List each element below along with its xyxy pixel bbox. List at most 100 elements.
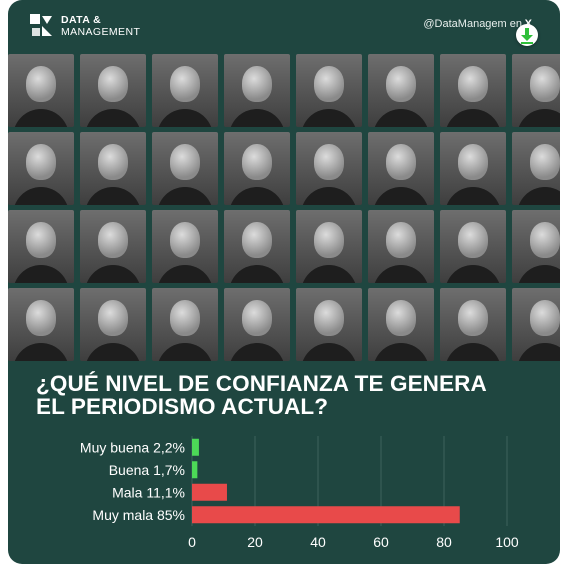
brand-line-2: MANAGEMENT xyxy=(61,26,141,38)
x-tick-label: 100 xyxy=(495,534,519,550)
portrait-shoulders xyxy=(157,187,213,205)
portrait-photo xyxy=(296,132,362,205)
portrait-shoulders xyxy=(373,343,429,361)
portrait-head xyxy=(98,300,128,336)
portrait-shoulders xyxy=(517,343,560,361)
journalist-photo-grid xyxy=(8,54,560,364)
portrait-shoulders xyxy=(229,187,285,205)
portrait-shoulders xyxy=(301,109,357,127)
portrait-shoulders xyxy=(373,187,429,205)
portrait-photo xyxy=(512,288,560,361)
portrait-shoulders xyxy=(517,187,560,205)
portrait-photo xyxy=(296,54,362,127)
top-bar: DATA & MANAGEMENT @DataManagem en X xyxy=(8,0,560,50)
portrait-head xyxy=(98,222,128,258)
portrait-shoulders xyxy=(157,343,213,361)
portrait-photo xyxy=(440,288,506,361)
portrait-shoulders xyxy=(13,265,69,283)
x-tick-label: 20 xyxy=(247,534,263,550)
portrait-shoulders xyxy=(157,265,213,283)
portrait-head xyxy=(242,300,272,336)
portrait-photo xyxy=(80,210,146,283)
portrait-photo xyxy=(224,132,290,205)
portrait-head xyxy=(98,66,128,102)
portrait-photo xyxy=(152,288,218,361)
portrait-photo xyxy=(512,132,560,205)
brand-name: DATA & MANAGEMENT xyxy=(61,14,140,38)
bar xyxy=(192,438,199,456)
portrait-head xyxy=(98,144,128,180)
portrait-photo xyxy=(296,210,362,283)
portrait-photo xyxy=(80,54,146,127)
x-tick-label: 0 xyxy=(188,534,196,550)
download-icon[interactable] xyxy=(516,24,538,46)
portrait-head xyxy=(314,222,344,258)
portrait-head xyxy=(458,300,488,336)
portrait-head xyxy=(314,300,344,336)
bar xyxy=(192,506,460,524)
portrait-photo xyxy=(224,288,290,361)
portrait-shoulders xyxy=(301,187,357,205)
portrait-photo xyxy=(512,54,560,127)
portrait-head xyxy=(458,66,488,102)
portrait-head xyxy=(170,222,200,258)
portrait-photo xyxy=(224,54,290,127)
portrait-shoulders xyxy=(517,109,560,127)
portrait-head xyxy=(170,300,200,336)
portrait-head xyxy=(530,144,560,180)
portrait-shoulders xyxy=(13,343,69,361)
x-tick-label: 60 xyxy=(373,534,389,550)
portrait-shoulders xyxy=(373,265,429,283)
category-label: Muy mala 85% xyxy=(92,507,185,523)
portrait-head xyxy=(458,222,488,258)
portrait-photo xyxy=(368,132,434,205)
portrait-photo xyxy=(440,54,506,127)
portrait-photo xyxy=(80,132,146,205)
question-line-2: EL PERIODISMO ACTUAL? xyxy=(36,394,329,419)
portrait-head xyxy=(530,300,560,336)
confidence-bar-chart: 0 20 40 60 80 100 Muy buena 2,2% Buena 1,7% Mala… xyxy=(80,436,519,550)
portrait-photo xyxy=(440,132,506,205)
portrait-head xyxy=(386,300,416,336)
portrait-head xyxy=(26,222,56,258)
portrait-photo xyxy=(440,210,506,283)
portrait-head xyxy=(170,66,200,102)
social-handle: @DataManagem en xyxy=(423,18,522,30)
portrait-shoulders xyxy=(445,265,501,283)
portrait-shoulders xyxy=(157,109,213,127)
portrait-photo xyxy=(368,210,434,283)
bar xyxy=(192,461,198,479)
category-label: Mala 11,1% xyxy=(112,484,185,500)
portrait-photo xyxy=(8,288,74,361)
portrait-photo xyxy=(296,288,362,361)
portrait-head xyxy=(386,66,416,102)
survey-question: ¿QUÉ NIVEL DE CONFIANZA TE GENERA EL PER… xyxy=(36,372,546,418)
portrait-head xyxy=(242,66,272,102)
portrait-head xyxy=(26,144,56,180)
portrait-shoulders xyxy=(301,265,357,283)
portrait-head xyxy=(242,144,272,180)
portrait-head xyxy=(26,300,56,336)
portrait-photo xyxy=(8,210,74,283)
portrait-photo xyxy=(8,54,74,127)
x-tick-label: 40 xyxy=(310,534,326,550)
brand-logo-icon xyxy=(30,14,52,36)
portrait-photo xyxy=(8,132,74,205)
portrait-shoulders xyxy=(517,265,560,283)
portrait-shoulders xyxy=(301,343,357,361)
portrait-photo xyxy=(152,210,218,283)
portrait-head xyxy=(314,144,344,180)
portrait-head xyxy=(26,66,56,102)
portrait-head xyxy=(314,66,344,102)
portrait-shoulders xyxy=(85,187,141,205)
portrait-shoulders xyxy=(13,187,69,205)
category-label: Buena 1,7% xyxy=(109,462,185,478)
portrait-photo xyxy=(80,288,146,361)
portrait-shoulders xyxy=(85,343,141,361)
portrait-head xyxy=(458,144,488,180)
portrait-shoulders xyxy=(445,187,501,205)
portrait-head xyxy=(170,144,200,180)
portrait-photo xyxy=(224,210,290,283)
portrait-shoulders xyxy=(85,109,141,127)
portrait-head xyxy=(242,222,272,258)
